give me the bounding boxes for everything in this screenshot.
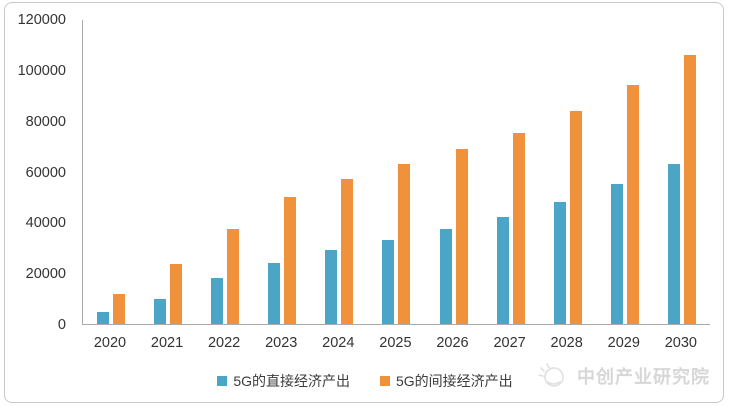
brand-logo-icon [538, 363, 564, 387]
bar-direct-2023 [268, 263, 281, 324]
y-tick-label: 40000 [25, 215, 66, 232]
bar-direct-2020 [97, 311, 109, 324]
legend-swatch-icon [380, 376, 390, 386]
bar-indirect-2027 [512, 133, 525, 324]
plot-area [82, 20, 710, 325]
bar-indirect-2026 [455, 148, 468, 324]
bar-indirect-2024 [341, 179, 354, 324]
bar-indirect-2030 [683, 54, 696, 324]
bar-direct-2026 [439, 228, 452, 324]
bar-indirect-2022 [227, 228, 240, 324]
x-tick-label-2020: 2020 [93, 335, 127, 351]
brand-name: 中创产业研究院 [577, 367, 710, 387]
x-tick-label-2024: 2024 [322, 335, 355, 351]
bar-direct-2022 [211, 278, 224, 324]
bar-direct-2030 [667, 163, 680, 324]
x-tick-label-2030: 2030 [664, 335, 697, 351]
legend: 5G的直接经济产出 5G的间接经济产出 [0, 371, 730, 391]
legend-item-indirect: 5G的间接经济产出 [380, 371, 513, 391]
y-tick-label: 20000 [25, 266, 66, 283]
x-tick-label-2026: 2026 [436, 335, 469, 351]
x-tick-label-2029: 2029 [607, 335, 640, 351]
bar-indirect-2025 [398, 163, 411, 324]
y-tick-label: 100000 [17, 62, 66, 79]
bar-indirect-2028 [569, 110, 582, 324]
legend-item-direct: 5G的直接经济产出 [217, 371, 350, 391]
y-tick-label: 0 [57, 317, 66, 333]
bar-indirect-2023 [284, 196, 297, 324]
legend-swatch-icon [217, 376, 228, 386]
x-tick-label-2021: 2021 [150, 335, 184, 351]
bar-direct-2024 [325, 250, 338, 324]
x-tick-label-2022: 2022 [207, 335, 241, 351]
bar-indirect-2029 [626, 85, 639, 324]
bar-direct-2027 [496, 217, 509, 324]
legend-label: 5G的间接经济产出 [396, 373, 513, 389]
x-tick-label-2027: 2027 [493, 335, 526, 351]
bar-indirect-2021 [170, 264, 183, 324]
bar-direct-2025 [382, 240, 395, 324]
bar-direct-2021 [154, 298, 167, 324]
x-tick-label-2023: 2023 [265, 335, 298, 351]
y-tick-label: 60000 [25, 164, 66, 181]
bar-indirect-2020 [113, 293, 125, 324]
bar-direct-2028 [553, 202, 566, 324]
watermark: 中创产业研究院 [535, 360, 710, 392]
x-tick-label-2028: 2028 [550, 335, 583, 351]
x-tick-label-2025: 2025 [379, 335, 412, 351]
legend-label: 5G的直接经济产出 [233, 373, 350, 389]
y-tick-label: 80000 [25, 113, 66, 130]
bar-direct-2029 [610, 184, 623, 324]
y-tick-label: 120000 [17, 12, 66, 28]
